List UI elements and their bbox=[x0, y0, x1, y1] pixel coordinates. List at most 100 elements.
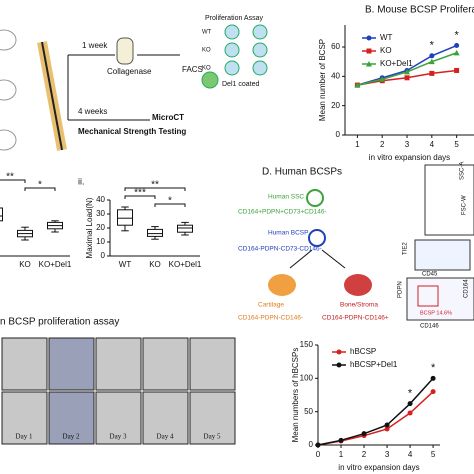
micrograph bbox=[95, 337, 142, 391]
data-point bbox=[454, 43, 460, 49]
significance: ** bbox=[6, 172, 14, 183]
flow-axis: SSC-A bbox=[460, 162, 466, 180]
significance: * bbox=[430, 40, 435, 52]
x-tick-label: KO+Del1 bbox=[169, 260, 202, 269]
legend-label: hBCSP+Del1 bbox=[350, 360, 398, 369]
x-axis-label: in vitro expansion days bbox=[369, 153, 450, 162]
flow-gate-label: BCSP 14.6% bbox=[420, 310, 452, 316]
data-point bbox=[453, 49, 460, 56]
data-point bbox=[354, 82, 361, 88]
flow-axis: TIE2 bbox=[403, 242, 409, 255]
x-tick-label: 0 bbox=[316, 450, 321, 459]
arrow bbox=[289, 249, 313, 269]
y-tick-label: 40 bbox=[331, 71, 340, 80]
bcsp-markers: CD164-PDPN-CD73-CD146- bbox=[238, 246, 322, 253]
coating-label: Del1 coated bbox=[222, 81, 259, 88]
micrograph bbox=[1, 337, 48, 391]
x-tick-label: WT bbox=[119, 260, 132, 269]
chart-title: B. Mouse BCSP Proliferation bbox=[365, 5, 474, 16]
group-label: KO bbox=[202, 66, 211, 72]
tube bbox=[116, 37, 134, 65]
mouse-outline bbox=[0, 29, 17, 51]
ssc-cell bbox=[306, 189, 324, 207]
bone-label: Bone/Stroma bbox=[340, 302, 378, 309]
x-tick-label: 2 bbox=[380, 140, 385, 149]
human-bcsp-diagram: D. Human BCSPs Human SSC CD164+PDPN+CD73… bbox=[238, 162, 474, 330]
data-point bbox=[430, 375, 436, 381]
data-point bbox=[384, 422, 390, 428]
micrograph bbox=[189, 337, 236, 391]
bracket bbox=[124, 187, 186, 191]
flow-plot bbox=[424, 164, 474, 236]
legend-marker bbox=[366, 35, 372, 41]
flow-plot bbox=[414, 239, 471, 271]
panel-title: n BCSP proliferation assay bbox=[0, 317, 119, 328]
y-tick-label: 50 bbox=[304, 407, 313, 416]
y-tick-label: 20 bbox=[96, 223, 105, 232]
data-point bbox=[338, 437, 344, 443]
dish bbox=[201, 71, 219, 89]
data-point bbox=[384, 426, 390, 432]
significance: * bbox=[431, 362, 436, 374]
x-tick-label: KO bbox=[149, 260, 161, 269]
assay-title: Proliferation Assay bbox=[205, 15, 263, 22]
flow-axis: CD45 bbox=[422, 272, 438, 278]
data-point bbox=[404, 75, 410, 81]
day-label: Day 1 bbox=[16, 433, 33, 441]
data-point bbox=[429, 70, 435, 76]
day-label: Day 2 bbox=[63, 433, 80, 441]
step-label: Collagenase bbox=[107, 67, 152, 76]
significance: ** bbox=[151, 180, 159, 191]
x-tick-label: 5 bbox=[454, 140, 459, 149]
group-label: KO bbox=[202, 48, 211, 54]
significance: * bbox=[408, 388, 413, 400]
y-axis-label: Maximal Load(N) bbox=[85, 197, 94, 258]
legend-marker bbox=[366, 48, 372, 54]
flow-gate bbox=[417, 285, 439, 307]
legend-label: KO+Del1 bbox=[380, 59, 413, 68]
box bbox=[117, 209, 133, 226]
micrograph bbox=[48, 337, 95, 391]
x-tick-label: 1 bbox=[355, 140, 360, 149]
dish bbox=[252, 24, 268, 40]
series-line bbox=[317, 391, 434, 446]
dish bbox=[224, 42, 240, 58]
box bbox=[147, 228, 163, 237]
schematic: 1 week Collagenase FACS Proliferation As… bbox=[0, 15, 268, 151]
x-tick-label: 4 bbox=[430, 140, 435, 149]
legend-label: hBCSP bbox=[350, 347, 376, 356]
group-label: WT bbox=[202, 30, 212, 36]
micrograph bbox=[48, 391, 95, 445]
bracket bbox=[154, 203, 186, 207]
micrograph bbox=[189, 391, 236, 445]
box bbox=[177, 224, 193, 233]
bone-cells bbox=[344, 274, 372, 296]
bracket bbox=[124, 195, 156, 199]
bracket bbox=[24, 187, 56, 191]
bcsp-label: Human BCSP bbox=[268, 230, 308, 237]
data-point bbox=[315, 442, 321, 448]
cartilage-markers: CD164-PDPN-CD146- bbox=[238, 315, 303, 322]
step-label: 4 weeks bbox=[78, 107, 107, 116]
y-tick-label: 0 bbox=[309, 440, 314, 449]
panel-label: ii. bbox=[78, 176, 85, 186]
x-tick-label: 3 bbox=[405, 140, 410, 149]
step-label: 1 week bbox=[82, 41, 108, 50]
day-label: Day 5 bbox=[204, 433, 221, 441]
flow-axis: CD164 bbox=[464, 279, 470, 298]
legend-label: WT bbox=[380, 33, 393, 42]
cartilage-cells bbox=[268, 274, 296, 296]
legend-marker bbox=[366, 61, 372, 67]
data-point bbox=[404, 68, 411, 75]
micrograph bbox=[1, 391, 48, 445]
data-point bbox=[407, 401, 413, 407]
mouse-outline bbox=[0, 129, 17, 151]
bone-marrow bbox=[41, 41, 63, 151]
data-point bbox=[379, 76, 386, 82]
x-tick-label: 5 bbox=[431, 450, 436, 459]
flow-axis: PDPN bbox=[398, 281, 404, 298]
day-label: Day 3 bbox=[110, 433, 127, 441]
flow-plot bbox=[406, 277, 474, 321]
bcsp-cell bbox=[308, 229, 326, 247]
